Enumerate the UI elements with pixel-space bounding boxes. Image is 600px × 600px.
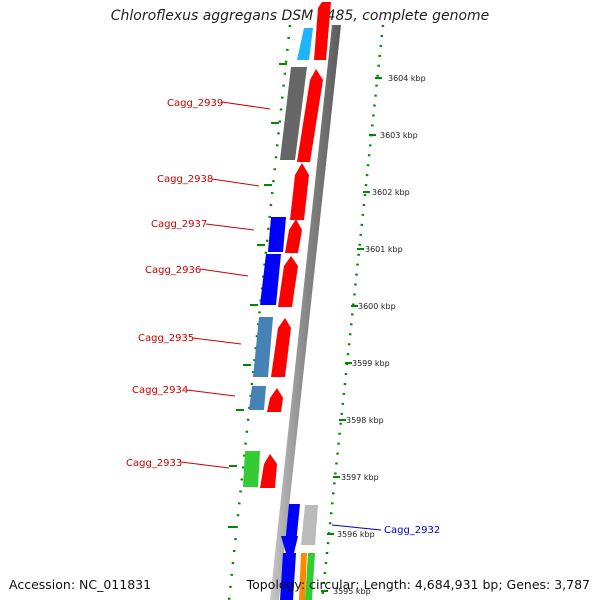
gene-block-cog[interactable] xyxy=(268,217,286,252)
gene-arrow-reverse[interactable] xyxy=(267,388,283,412)
gene-block-cog[interactable] xyxy=(253,317,273,377)
gene-label[interactable]: Cagg_2939 xyxy=(167,98,223,109)
gene-block-cog[interactable] xyxy=(260,254,281,305)
gene-block-cog[interactable] xyxy=(243,451,260,487)
backbone-ring xyxy=(270,25,341,600)
gene-arrow-reverse[interactable] xyxy=(260,454,277,488)
scale-label: 3596 kbp xyxy=(337,530,375,539)
gene-label[interactable]: Cagg_2936 xyxy=(145,265,201,276)
gene-block-cog[interactable] xyxy=(305,553,315,600)
cog-track xyxy=(243,28,315,600)
scale-label: 3600 kbp xyxy=(358,302,396,311)
topology-text: Topology: circular; Length: 4,684,931 bp… xyxy=(246,577,590,592)
gene-arrow-reverse[interactable] xyxy=(297,69,323,162)
gene-arrow-forward[interactable] xyxy=(301,505,318,545)
gene-label[interactable]: Cagg_2932 xyxy=(384,525,440,536)
gc-track-outer xyxy=(320,24,385,600)
strand-track xyxy=(260,2,331,545)
scale-label: 3604 kbp xyxy=(388,74,426,83)
genome-title: Chloroflexus aggregans DSM 9485, complet… xyxy=(110,8,490,24)
scale-label: 3603 kbp xyxy=(380,131,418,140)
gene-block-cog[interactable] xyxy=(280,553,296,600)
scale-label: 3597 kbp xyxy=(341,473,379,482)
scale-label: 3595 kbp xyxy=(333,587,371,596)
gene-arrow-reverse[interactable] xyxy=(290,163,309,220)
gene-label[interactable]: Cagg_2937 xyxy=(151,219,207,230)
gene-block-cog[interactable] xyxy=(280,67,307,160)
accession-text: Accession: NC_011831 xyxy=(9,577,152,592)
gene-block-cog[interactable] xyxy=(297,28,313,60)
gene-block-cog[interactable] xyxy=(299,553,307,600)
gene-arrow-reverse[interactable] xyxy=(278,256,298,307)
gene-arrow-reverse[interactable] xyxy=(285,219,302,253)
scale-label: 3598 kbp xyxy=(346,416,384,425)
label-leaders xyxy=(180,101,382,531)
scale-label: 3602 kbp xyxy=(372,188,410,197)
gene-label[interactable]: Cagg_2935 xyxy=(138,333,194,344)
gene-label[interactable]: Cagg_2934 xyxy=(132,385,188,396)
gene-arrow-reverse[interactable] xyxy=(314,2,331,60)
gene-label[interactable]: Cagg_2938 xyxy=(157,174,213,185)
gene-label[interactable]: Cagg_2933 xyxy=(126,458,182,469)
scale-label: 3601 kbp xyxy=(365,245,403,254)
gene-block-cog[interactable] xyxy=(249,386,266,410)
gc-track-inner xyxy=(227,24,292,600)
gene-arrow-reverse[interactable] xyxy=(271,318,291,377)
scale-ticks xyxy=(228,63,382,592)
gene-block-cog[interactable] xyxy=(285,504,300,544)
scale-label: 3599 kbp xyxy=(352,359,390,368)
